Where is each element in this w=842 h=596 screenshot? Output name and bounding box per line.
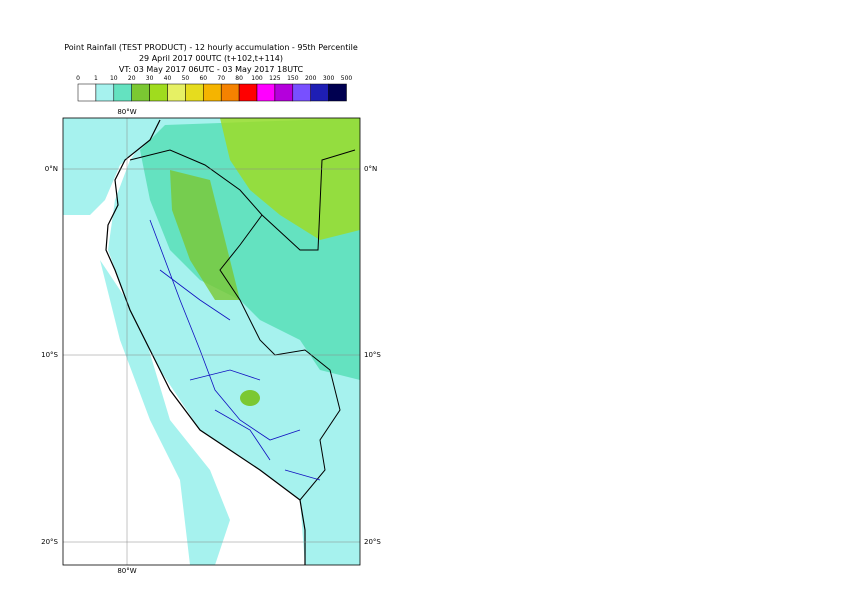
colorbar-box: [203, 83, 222, 102]
colorbar-label: 125: [269, 75, 281, 82]
land-rain: [220, 118, 360, 240]
colorbar-box: [149, 83, 168, 102]
colorbar-label: 0: [76, 75, 80, 82]
colorbar: 0 1 10 20 30 40 50 60 70 80 100 125 150 200 300 500: [76, 75, 353, 102]
border: [129, 149, 356, 501]
title-line: VT: 03 May 2017 06UTC - 03 May 2017 18UT…: [119, 65, 304, 74]
colorbar-label: 80: [235, 75, 243, 82]
colorbar-box: [167, 83, 186, 102]
lat-label: 0°N: [364, 165, 377, 173]
colorbar-box: [185, 83, 204, 102]
colorbar-label: 200: [305, 75, 317, 82]
colorbar-label: 150: [287, 75, 299, 82]
colorbar-label: 500: [341, 75, 353, 82]
colorbar-box: [292, 83, 311, 102]
colorbar-label: 60: [199, 75, 207, 82]
title-line: Point Rainfall (TEST PRODUCT) - 12 hourl…: [64, 43, 358, 52]
colorbar-label: 20: [128, 75, 136, 82]
colorbar-label: 100: [251, 75, 263, 82]
colorbar-label: 70: [217, 75, 225, 82]
colorbar-box: [113, 83, 132, 102]
colorbar-box: [256, 83, 276, 102]
colorbar-label: 10: [110, 75, 118, 82]
colorbar-label: 40: [164, 75, 172, 82]
colorbar-box: [220, 83, 240, 102]
map-frame: [62, 117, 361, 566]
land-rain: [240, 390, 260, 406]
lat-label: 20°S: [41, 538, 58, 546]
colorbar-label: 300: [323, 75, 335, 82]
colorbar-box: [310, 83, 329, 102]
colorbar-box: [328, 83, 347, 102]
lat-label: 10°S: [41, 351, 58, 359]
coastal-rain: [100, 260, 230, 565]
colorbar-box: [238, 83, 258, 102]
title-line: 29 April 2017 00UTC (t+102,t+114): [139, 54, 283, 63]
colorbar-box: [95, 83, 115, 102]
lon-label: 80°W: [117, 108, 136, 116]
lat-label: 0°N: [45, 165, 58, 173]
colorbar-box: [131, 83, 150, 102]
colorbar-box: [77, 83, 97, 102]
lat-label: 10°S: [364, 351, 381, 359]
colorbar-box: [274, 83, 294, 102]
lat-label: 20°S: [364, 538, 381, 546]
map-area: [63, 118, 360, 565]
region-border: [149, 219, 321, 481]
colorbar-label: 30: [146, 75, 154, 82]
coastline: [105, 119, 306, 565]
lon-label: 80°W: [117, 567, 136, 575]
colorbar-label: 50: [182, 75, 190, 82]
colorbar-label: 1: [94, 75, 98, 82]
